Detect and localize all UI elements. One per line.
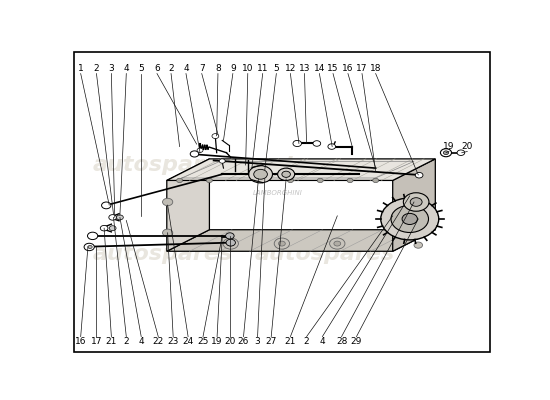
Circle shape <box>109 226 116 231</box>
Circle shape <box>441 149 452 157</box>
Polygon shape <box>167 159 436 180</box>
Circle shape <box>415 172 423 178</box>
Circle shape <box>334 241 340 246</box>
Text: 15: 15 <box>327 64 339 72</box>
FancyBboxPatch shape <box>74 52 490 352</box>
Text: 29: 29 <box>351 337 362 346</box>
Text: 9: 9 <box>230 64 236 72</box>
Circle shape <box>402 213 417 224</box>
Text: 10: 10 <box>242 64 254 72</box>
Text: 11: 11 <box>257 64 268 72</box>
Circle shape <box>84 243 95 251</box>
Text: 5: 5 <box>273 64 279 72</box>
Text: 20: 20 <box>461 142 473 151</box>
Text: 4: 4 <box>139 337 144 346</box>
Circle shape <box>212 134 219 138</box>
Circle shape <box>100 226 108 231</box>
Circle shape <box>102 202 111 209</box>
Text: 4: 4 <box>124 64 129 72</box>
Circle shape <box>282 171 290 177</box>
Text: 16: 16 <box>75 337 86 346</box>
Circle shape <box>293 140 301 146</box>
Circle shape <box>254 169 267 179</box>
Polygon shape <box>167 159 210 251</box>
Text: 1: 1 <box>78 64 84 72</box>
Circle shape <box>197 148 203 152</box>
Circle shape <box>223 238 238 249</box>
Text: 23: 23 <box>168 337 179 346</box>
Text: 5: 5 <box>139 64 144 72</box>
Text: autospares: autospares <box>92 155 233 175</box>
Circle shape <box>206 178 212 182</box>
Text: autospares: autospares <box>92 244 233 264</box>
Text: 12: 12 <box>285 64 296 72</box>
Text: 3: 3 <box>255 337 261 346</box>
Circle shape <box>278 241 285 246</box>
Circle shape <box>457 150 465 156</box>
Text: 6: 6 <box>154 64 160 72</box>
Text: 27: 27 <box>266 337 277 346</box>
Text: 19: 19 <box>443 142 455 151</box>
Text: 19: 19 <box>211 337 223 346</box>
Circle shape <box>227 241 234 246</box>
Circle shape <box>373 178 378 182</box>
Text: 25: 25 <box>197 337 208 346</box>
Text: 2: 2 <box>124 337 129 346</box>
Circle shape <box>163 229 173 236</box>
Text: 26: 26 <box>238 337 249 346</box>
Text: LAMBORGHINI: LAMBORGHINI <box>252 190 302 196</box>
Text: 16: 16 <box>342 64 354 72</box>
Text: 21: 21 <box>106 337 117 346</box>
Text: 24: 24 <box>183 337 194 346</box>
Circle shape <box>226 239 235 246</box>
Text: 18: 18 <box>370 64 381 72</box>
Text: 28: 28 <box>336 337 347 346</box>
Circle shape <box>117 215 123 220</box>
Circle shape <box>288 178 293 182</box>
Circle shape <box>403 193 429 211</box>
Circle shape <box>249 166 272 183</box>
Text: 2: 2 <box>94 64 99 72</box>
Text: 14: 14 <box>314 64 325 72</box>
Polygon shape <box>393 159 436 251</box>
Text: 2: 2 <box>168 64 174 72</box>
Circle shape <box>278 168 295 180</box>
Text: 7: 7 <box>199 64 205 72</box>
Circle shape <box>88 246 92 248</box>
Circle shape <box>226 233 234 239</box>
Circle shape <box>317 178 323 182</box>
Circle shape <box>219 159 225 163</box>
Circle shape <box>414 227 422 233</box>
Circle shape <box>177 178 183 182</box>
Circle shape <box>313 141 321 146</box>
Text: 17: 17 <box>91 337 102 346</box>
Circle shape <box>443 151 449 154</box>
Text: 13: 13 <box>299 64 310 72</box>
Text: 3: 3 <box>108 64 114 72</box>
Circle shape <box>109 215 117 220</box>
Circle shape <box>347 178 353 182</box>
Circle shape <box>328 144 336 149</box>
Text: 22: 22 <box>153 337 164 346</box>
Text: 2: 2 <box>304 337 310 346</box>
Circle shape <box>163 198 173 206</box>
Polygon shape <box>167 230 436 251</box>
Text: 20: 20 <box>224 337 235 346</box>
Circle shape <box>381 198 439 240</box>
Circle shape <box>190 151 199 157</box>
Circle shape <box>329 238 345 249</box>
Text: 4: 4 <box>183 64 189 72</box>
Circle shape <box>274 238 289 249</box>
Circle shape <box>414 242 422 248</box>
Text: 21: 21 <box>285 337 296 346</box>
Text: 17: 17 <box>356 64 368 72</box>
Circle shape <box>410 198 422 206</box>
Circle shape <box>87 232 98 240</box>
Text: 4: 4 <box>320 337 325 346</box>
Text: 8: 8 <box>215 64 221 72</box>
Circle shape <box>391 205 428 232</box>
Text: autospares: autospares <box>254 155 395 175</box>
Text: autospares: autospares <box>254 244 395 264</box>
